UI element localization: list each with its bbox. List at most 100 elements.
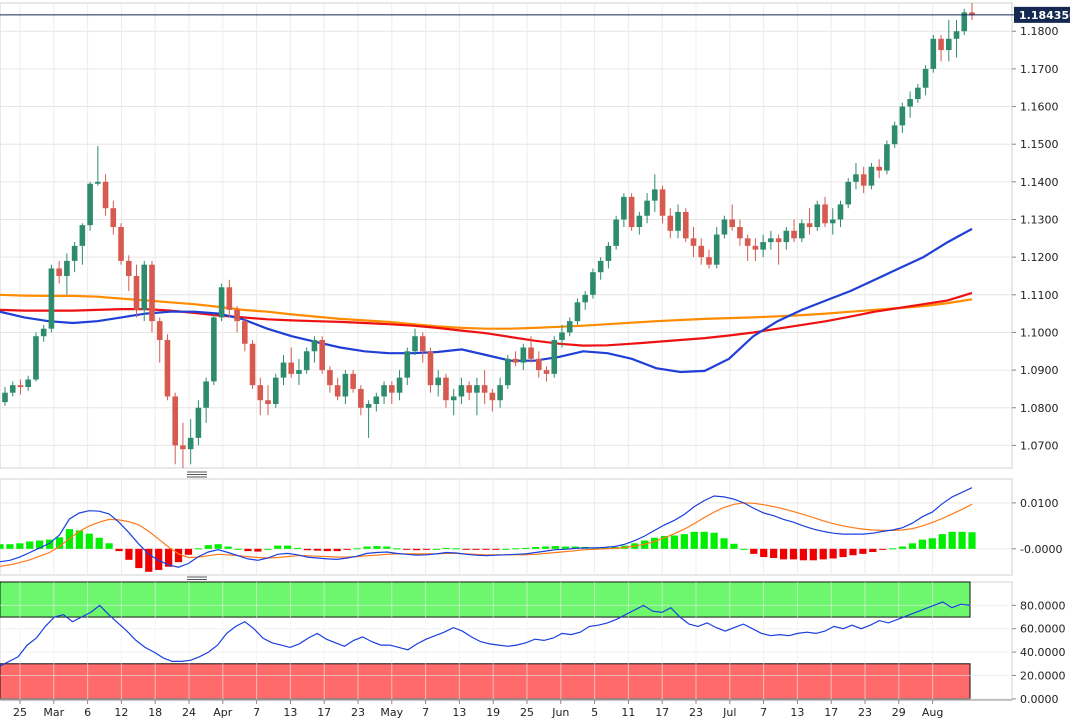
macd-axis: 0.0100 -0.0000 (1012, 497, 1062, 556)
candle-body (744, 238, 751, 246)
candle-body (860, 174, 867, 186)
candle-body (799, 223, 805, 239)
candle (574, 298, 581, 325)
candle (64, 253, 70, 295)
candle (713, 227, 720, 269)
macd-histogram-bar (105, 543, 113, 549)
macd-histogram-bar (928, 538, 936, 549)
x-tick-label: 7 (253, 706, 260, 719)
candle (265, 385, 271, 416)
candle (481, 370, 488, 404)
candle-body (342, 373, 349, 397)
candle-body (582, 294, 588, 303)
x-tick-label: 25 (13, 706, 27, 719)
panel-resize-handle[interactable] (187, 576, 207, 580)
x-tick-label: 7 (760, 706, 767, 719)
macd-histogram-bar (859, 548, 867, 554)
candle (466, 381, 472, 401)
candle (605, 242, 612, 269)
candle (458, 377, 465, 404)
candle (195, 400, 202, 446)
candle (311, 336, 318, 363)
candle-body (659, 189, 666, 216)
candle (582, 291, 588, 310)
x-tick-label: 17 (317, 706, 331, 719)
candle (102, 174, 109, 216)
macd-panel: 0.0100 -0.0000 (0, 478, 1062, 580)
candle (427, 347, 434, 393)
price-tick-label: 1.1800 (1020, 25, 1059, 38)
candle (590, 268, 596, 299)
candle-body (899, 106, 906, 126)
candle-body (211, 317, 217, 382)
candle (667, 208, 674, 239)
candle-body (203, 381, 209, 408)
macd-histogram-bar (789, 548, 798, 560)
candle (412, 328, 418, 356)
candle (381, 381, 387, 404)
rsi-tick-label: 60.0000 (1020, 623, 1066, 636)
candle-body (613, 219, 619, 246)
macd-histogram-bar (760, 548, 768, 558)
ma-long-line (0, 293, 973, 330)
price-panel-frame (0, 2, 1013, 469)
candle-body (79, 225, 86, 246)
candle (505, 355, 511, 389)
candle-body (915, 87, 921, 100)
candle (814, 200, 821, 231)
candle (520, 343, 527, 371)
price-grid (0, 3, 1012, 468)
moving-averages (0, 227, 973, 374)
candle-body (551, 339, 558, 374)
x-tick-label: 18 (148, 706, 162, 719)
candle-body (458, 385, 465, 397)
candle (404, 347, 411, 386)
candle-body (218, 287, 225, 318)
rsi-zone (0, 581, 971, 618)
macd-histogram-bar (740, 548, 748, 550)
macd-histogram-bar (938, 534, 946, 549)
candle-body (922, 68, 929, 88)
x-tick-label: Jul (722, 706, 736, 719)
candle (566, 317, 573, 337)
candle (497, 377, 503, 408)
candle (257, 377, 264, 416)
candle-body (853, 174, 859, 182)
candle-body (381, 385, 387, 397)
rsi-panel: 80.0000 60.0000 40.0000 20.0000 0.0000 (0, 581, 1066, 706)
candle-body (296, 370, 302, 374)
candle (95, 146, 101, 186)
macd-histogram-bar (204, 545, 212, 549)
candle (528, 336, 534, 363)
panel-resize-handle[interactable] (187, 471, 207, 478)
candle-body (373, 396, 380, 404)
macd-signal-line (0, 502, 973, 567)
candle-body (419, 336, 426, 352)
macd-histogram-bar (809, 548, 817, 561)
candle (775, 234, 782, 265)
candle (690, 227, 697, 258)
candle (288, 347, 295, 378)
price-tick-label: 1.1300 (1020, 213, 1059, 226)
x-tick-label: 25 (520, 706, 534, 719)
x-tick-label: 19 (486, 706, 500, 719)
candle (760, 234, 766, 258)
rsi-tick-label: 40.0000 (1020, 646, 1066, 659)
price-tick-label: 1.1400 (1020, 176, 1059, 189)
candle-body (195, 407, 202, 438)
candle (365, 400, 372, 438)
candle-body (257, 385, 264, 401)
candle-body (481, 385, 488, 393)
macd-histogram-bar (908, 543, 917, 549)
candle-body (884, 144, 890, 171)
candle (613, 215, 619, 250)
candle-body (25, 379, 32, 388)
candle-body (87, 183, 93, 226)
candle-body (149, 264, 155, 322)
x-tick-label: 23 (689, 706, 703, 719)
candle-body (242, 321, 248, 344)
rsi-grid (0, 582, 1012, 700)
candle (698, 238, 705, 265)
price-tick-label: 1.0800 (1020, 402, 1059, 415)
